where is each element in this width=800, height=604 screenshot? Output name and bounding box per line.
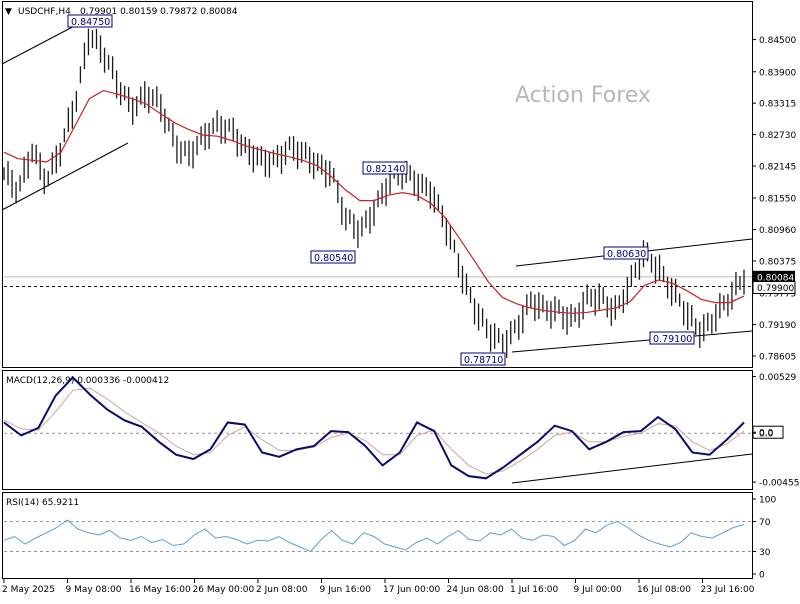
current-price-box	[753, 270, 795, 283]
y-tick-label: 0.0	[759, 429, 774, 439]
reference-price-box	[752, 280, 796, 294]
y-tick-label: 0.82730	[759, 131, 796, 141]
x-tick-label: 16 Jul 08:00	[637, 585, 691, 595]
header-arrow-icon[interactable]: ▼	[5, 7, 12, 17]
rsi-level-lines	[4, 521, 752, 552]
annotation-box	[362, 161, 408, 175]
x-tick-label: 9 Jul 00:00	[574, 585, 623, 595]
x-tick-label: 23 Jul 16:00	[701, 585, 755, 595]
macd-line	[3, 375, 745, 480]
annotation-label: 0.84750	[71, 17, 110, 28]
macd-trendline	[511, 453, 753, 484]
price-bars	[3, 28, 745, 358]
x-tick-label: 2 Jun 08:00	[256, 585, 308, 595]
annotation-box	[310, 250, 356, 264]
y-tick-label: 0.80375	[759, 257, 796, 267]
y-tick-label: 0.00529	[759, 373, 796, 383]
current-price-label: 0.80084	[757, 273, 794, 283]
rsi-title: RSI(14) 65.9211	[6, 498, 79, 508]
y-tick-label: 0.83900	[759, 68, 796, 78]
annotation-label: 0.80540	[314, 253, 353, 264]
y-tick-label: 30	[759, 548, 771, 558]
y-tick-label: 0.78605	[759, 352, 796, 362]
rsi-panel-frame	[2, 492, 753, 579]
price-panel-frame	[2, 1, 753, 368]
annotation-box	[67, 14, 113, 28]
annotation-label: 0.80630	[607, 249, 646, 260]
rsi-line	[3, 519, 745, 553]
macd-signal-line	[3, 387, 745, 475]
x-tick-label: 9 May 08:00	[66, 585, 122, 595]
x-tick-label: 9 Jun 16:00	[320, 585, 372, 595]
y-tick-label: 0.83315	[759, 100, 796, 110]
header-ohlc: 0.79901 0.80159 0.79872 0.80084	[80, 7, 238, 17]
price-y-axis: 0.84500 0.83900 0.83315 0.82730 0.82145 0.815…	[752, 36, 796, 362]
y-tick-label: 0.79190	[759, 321, 796, 331]
y-tick-label: 0.81550	[759, 194, 796, 204]
x-tick-label: 2 May 2025	[2, 585, 55, 595]
channel-line	[1, 21, 83, 65]
sma-line	[3, 89, 745, 314]
annotation-label: 0.78710	[464, 355, 503, 366]
y-tick-label: 0	[759, 571, 765, 581]
x-tick-label: 26 May 00:00	[193, 585, 255, 595]
watermark: Action Forex	[515, 83, 651, 108]
reference-price-label: 0.79900	[757, 284, 794, 294]
x-tick-label: 1 Jul 16:00	[510, 585, 559, 595]
header-symbol: USDCHF,H4	[18, 7, 71, 17]
channel-line	[1, 142, 129, 211]
annotation-box	[649, 331, 695, 345]
annotation-label: 0.82140	[366, 164, 405, 175]
y-tick-label: 100	[759, 496, 776, 506]
annotation-box	[460, 352, 506, 366]
y-tick-label: 0.79775	[759, 290, 796, 300]
y-tick-label: -0.004557	[759, 479, 800, 489]
y-tick-label: 0.82145	[759, 162, 796, 172]
y-tick-label: 0.80960	[759, 226, 796, 236]
rsi-y-axis: 100 70 30 0	[752, 496, 776, 581]
x-tick-label: 24 Jun 08:00	[447, 585, 504, 595]
y-tick-label: 0.0	[759, 430, 774, 440]
y-tick-label: 0.84500	[759, 36, 796, 46]
price-reference-lines	[4, 276, 752, 287]
x-tick-label: 17 Jun 00:00	[383, 585, 440, 595]
annotation-label: 0.79100	[653, 334, 692, 345]
x-tick-label: 16 May 16:00	[129, 585, 191, 595]
macd-panel-frame	[2, 370, 753, 490]
price-annotations: 0.84750 0.82140 0.80540 0.80630 0.78710 0.791…	[67, 14, 695, 366]
annotation-box	[603, 246, 649, 260]
channel-line	[511, 330, 753, 353]
macd-title: MACD(12,26,9) 0.000336 -0.000412	[6, 376, 169, 386]
x-axis: 2 May 2025 9 May 08:00 16 May 16:00 26 May …	[2, 579, 755, 595]
y-tick-label: 70	[759, 518, 771, 528]
